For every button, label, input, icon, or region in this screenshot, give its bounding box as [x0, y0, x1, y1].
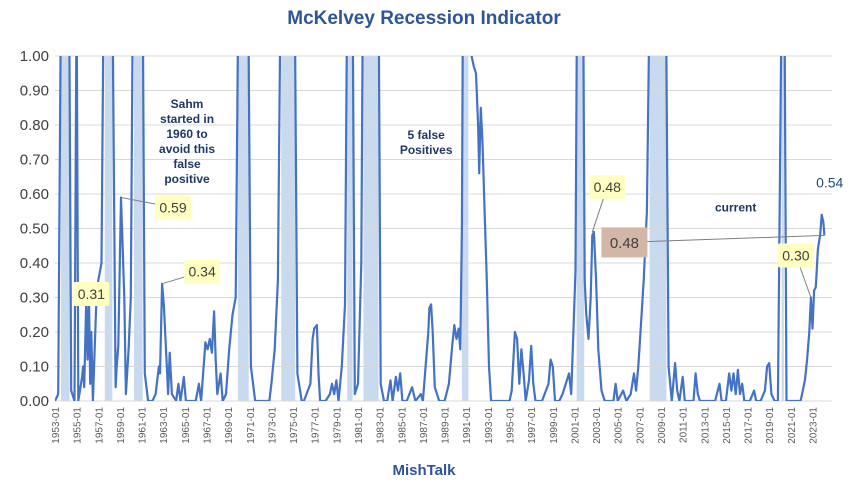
y-tick-label: 0.40 — [20, 255, 49, 272]
x-tick-label: 1967-01 — [203, 407, 214, 444]
data-label-box — [184, 259, 221, 284]
annotation-line: 1960 to — [166, 127, 207, 141]
y-tick-label: 0.50 — [20, 221, 49, 238]
y-tick-label: 0.90 — [20, 83, 49, 100]
annotation-line: Positives — [400, 143, 453, 157]
x-tick-label: 2009-01 — [657, 407, 668, 444]
annotation-line: started in — [160, 112, 214, 126]
y-tick-label: 0.70 — [20, 152, 49, 169]
data-label-text: 0.48 — [610, 235, 639, 252]
data-label: 0.59 — [120, 195, 192, 220]
annotation-line: positive — [164, 172, 210, 186]
x-tick-label: 1953-01 — [51, 407, 62, 444]
data-label-box — [155, 195, 192, 220]
x-tick-label: 1969-01 — [224, 407, 235, 444]
x-tick-label: 1995-01 — [506, 407, 517, 444]
x-tick-label: 1983-01 — [376, 407, 387, 444]
data-label-text: 0.59 — [159, 199, 186, 215]
x-tick-label: 1985-01 — [397, 407, 408, 444]
x-tick-label: 1989-01 — [441, 407, 452, 444]
series-line — [55, 56, 826, 401]
annotation: current — [715, 200, 756, 214]
annotation-line: false — [173, 157, 201, 171]
x-tick-label: 1961-01 — [138, 407, 149, 444]
data-label-text: 0.54 — [816, 175, 843, 191]
y-tick-label: 0.00 — [20, 393, 49, 410]
x-tick-label: 1993-01 — [484, 407, 495, 444]
data-label: 0.34 — [161, 259, 221, 285]
x-tick-label: 1999-01 — [549, 407, 560, 444]
x-tick-label: 2007-01 — [635, 407, 646, 444]
data-label-box — [777, 243, 814, 268]
chart-title: McKelvey Recession Indicator — [287, 8, 561, 29]
x-tick-label: 1971-01 — [246, 407, 257, 444]
x-tick-label: 2023-01 — [809, 407, 820, 444]
data-label-box — [589, 174, 626, 199]
data-label-leader — [624, 234, 825, 243]
x-tick-label: 2001-01 — [570, 407, 581, 444]
data-label: 0.54 — [816, 175, 843, 191]
x-tick-label: 1997-01 — [527, 407, 538, 444]
x-tick-label: 1979-01 — [332, 407, 343, 444]
x-tick-label: 1981-01 — [354, 407, 365, 444]
data-label-text: 0.31 — [78, 286, 105, 302]
x-tick-label: 2011-01 — [679, 407, 690, 443]
data-label-box — [73, 282, 110, 307]
chart-x-label: MishTalk — [392, 462, 456, 479]
x-tick-label: 1955-01 — [73, 407, 84, 444]
y-tick-label: 0.80 — [20, 117, 49, 134]
y-tick-label: 1.00 — [20, 48, 49, 65]
data-label: 0.30 — [777, 243, 814, 298]
data-label: 0.48 — [601, 227, 825, 258]
x-tick-label: 2005-01 — [614, 407, 625, 444]
annotation-line: current — [715, 200, 756, 214]
x-tick-label: 1987-01 — [419, 407, 430, 444]
x-tick-label: 1959-01 — [116, 407, 127, 444]
x-tick-label: 1973-01 — [267, 407, 278, 444]
x-tick-label: 1975-01 — [289, 407, 300, 444]
x-tick-label: 2021-01 — [787, 407, 798, 444]
data-label-text: 0.34 — [189, 264, 216, 280]
x-tick-label: 1963-01 — [159, 407, 170, 444]
annotation-line: Sahm — [171, 97, 204, 111]
y-tick-label: 0.10 — [20, 359, 49, 376]
data-label: 0.48 — [589, 174, 626, 233]
x-tick-label: 2013-01 — [700, 407, 711, 444]
data-label-text: 0.48 — [594, 179, 621, 195]
x-tick-label: 2015-01 — [722, 407, 733, 444]
x-tick-label: 1977-01 — [311, 407, 322, 444]
x-tick-label: 2017-01 — [744, 407, 755, 444]
x-tick-label: 1965-01 — [181, 407, 192, 444]
data-label: 0.31 — [73, 282, 110, 307]
x-tick-label: 2003-01 — [592, 407, 603, 444]
y-tick-label: 0.20 — [20, 324, 49, 341]
x-tick-label: 1991-01 — [462, 407, 473, 444]
annotation-line: 5 false — [408, 128, 446, 142]
y-tick-label: 0.60 — [20, 186, 49, 203]
x-tick-label: 1957-01 — [94, 407, 105, 444]
y-tick-label: 0.30 — [20, 290, 49, 307]
annotation-line: avoid this — [159, 142, 215, 156]
data-label-box — [601, 227, 648, 258]
x-tick-label: 2019-01 — [765, 407, 776, 444]
data-label-text: 0.30 — [782, 248, 809, 264]
